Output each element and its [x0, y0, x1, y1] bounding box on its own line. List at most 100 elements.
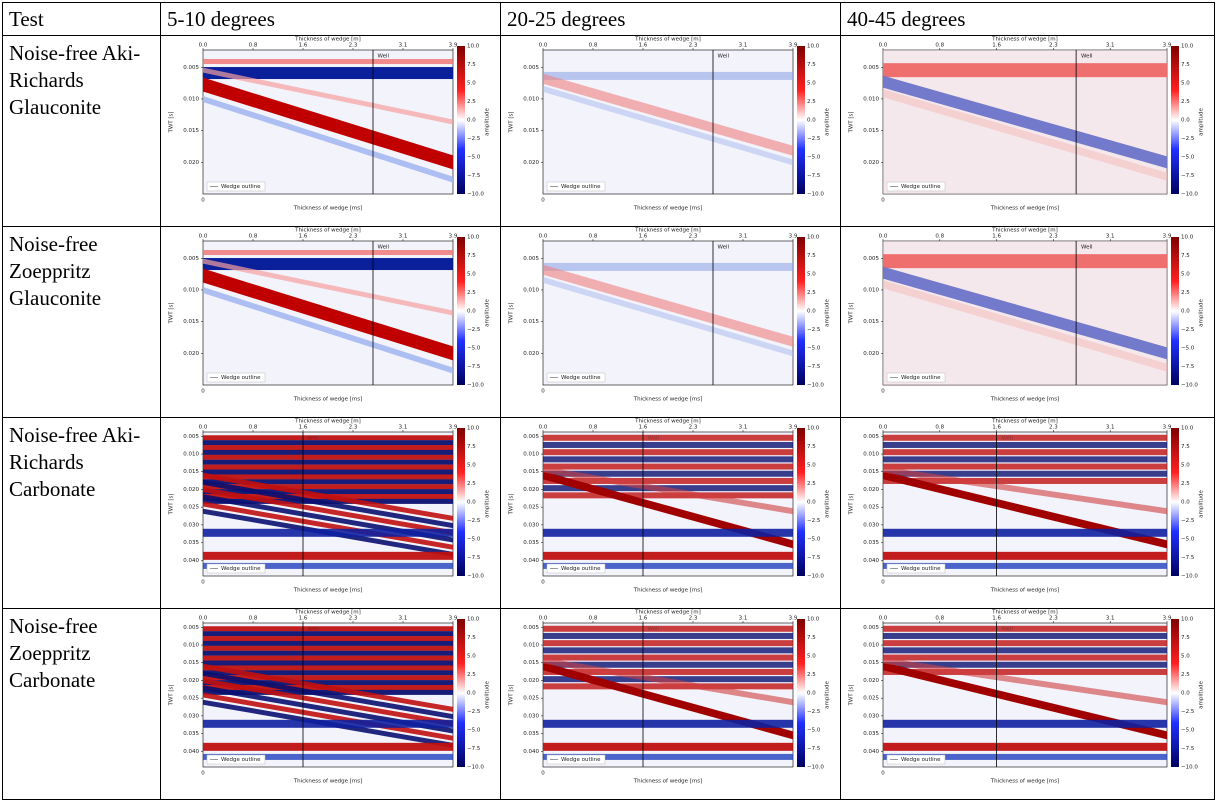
colorbar	[797, 428, 805, 576]
well-label: Well	[1001, 627, 1013, 633]
y-axis-label: TWT [s]	[509, 111, 515, 133]
y-tick-label: 0.030	[863, 713, 879, 719]
bottom-axis-label: Thickness of wedge [ms]	[293, 397, 363, 403]
top-tick-label: 2.3	[689, 616, 698, 622]
colorbar-tick-label: 7.5	[467, 635, 476, 641]
bottom-axis-label: Thickness of wedge [ms]	[990, 206, 1060, 212]
top-tick-label: 3.9	[449, 425, 458, 431]
legend-label: Wedge outline	[901, 375, 941, 381]
top-tick-label: 3.9	[789, 43, 798, 49]
colorbar-tick-label: −5.0	[807, 155, 821, 161]
bottom-tick-label: 0	[201, 198, 205, 204]
y-tick-label: 0.015	[863, 469, 879, 475]
colorbar	[797, 46, 805, 194]
top-tick-label: 0.8	[589, 425, 598, 431]
colorbar-tick-label: 2.5	[467, 672, 476, 678]
y-tick-label: 0.035	[523, 731, 539, 737]
y-tick-label: 0.040	[863, 749, 879, 755]
wedge-plot: WellThickness of wedge [m]0.00.81.62.33.…	[161, 418, 499, 598]
top-tick-label: 3.9	[449, 616, 458, 622]
legend-label: Wedge outline	[221, 566, 261, 572]
plot-cell: WellThickness of wedge [m]0.00.81.62.33.…	[841, 418, 1215, 609]
y-tick-label: 0.005	[183, 625, 199, 631]
colorbar-label: amplitude	[825, 680, 831, 708]
wedge-plot: WellThickness of wedge [m]0.00.81.62.33.…	[161, 36, 499, 216]
reflector	[883, 552, 1167, 560]
colorbar-tick-label: 0.0	[467, 691, 476, 697]
reflector	[883, 449, 1167, 455]
colorbar-tick-label: −7.5	[1181, 364, 1195, 370]
colorbar-tick-label: −5.0	[1181, 728, 1195, 734]
colorbar-tick-label: −5.0	[1181, 346, 1195, 352]
top-tick-label: 2.3	[349, 425, 358, 431]
colorbar-tick-label: −7.5	[467, 555, 481, 561]
colorbar-tick-label: 7.5	[1181, 635, 1190, 641]
y-axis-label: TWT [s]	[509, 302, 515, 324]
y-tick-label: 0.030	[523, 713, 539, 719]
plot-bg	[543, 241, 793, 385]
colorbar-tick-label: 0.0	[807, 500, 816, 506]
reflector	[203, 435, 453, 440]
tint	[883, 50, 1167, 194]
top-tick-label: 3.1	[739, 234, 748, 240]
top-tick-label: 0.0	[539, 234, 548, 240]
colorbar-tick-label: 5.0	[807, 463, 816, 469]
wedge-plot: WellThickness of wedge [m]0.00.81.62.33.…	[501, 36, 839, 216]
reflector	[203, 646, 453, 651]
top-tick-label: 0.8	[249, 234, 258, 240]
legend-label: Wedge outline	[221, 184, 261, 190]
colorbar	[457, 428, 465, 576]
top-tick-label: 0.8	[935, 234, 944, 240]
top-tick-label: 3.9	[789, 234, 798, 240]
well-label: Well	[1081, 245, 1093, 251]
y-tick-label: 0.035	[863, 731, 879, 737]
bottom-axis-label: Thickness of wedge [ms]	[990, 588, 1060, 594]
seismic	[883, 50, 1167, 194]
bottom-axis-label: Thickness of wedge [ms]	[633, 779, 703, 785]
y-tick-label: 0.010	[523, 96, 539, 102]
reflector	[203, 450, 453, 455]
reflector	[203, 440, 453, 445]
y-tick-label: 0.005	[863, 434, 879, 440]
bottom-tick-label: 0	[541, 389, 545, 395]
reflector	[883, 640, 1167, 646]
y-tick-label: 0.035	[523, 540, 539, 546]
bottom-tick-label: 0	[881, 771, 885, 777]
reflector	[203, 529, 453, 537]
colorbar-tick-label: 10.0	[807, 617, 820, 623]
reflector	[543, 442, 793, 448]
colorbar-tick-label: −10.0	[1181, 765, 1198, 771]
y-tick-label: 0.020	[863, 351, 879, 357]
colorbar-tick-label: −5.0	[1181, 155, 1195, 161]
colorbar-tick-label: 7.5	[467, 444, 476, 450]
y-tick-label: 0.025	[863, 505, 879, 511]
colorbar-tick-label: −2.5	[807, 136, 821, 142]
reflector	[203, 460, 453, 465]
colorbar-tick-label: −2.5	[467, 136, 481, 142]
colorbar	[1171, 237, 1179, 385]
y-tick-label: 0.020	[863, 678, 879, 684]
colorbar	[1171, 619, 1179, 767]
header-cell: Test	[3, 3, 161, 36]
colorbar	[457, 46, 465, 194]
y-tick-label: 0.040	[183, 749, 199, 755]
colorbar-tick-label: −10.0	[807, 574, 824, 580]
reflector	[543, 435, 793, 441]
wedge-plot: WellThickness of wedge [m]0.00.81.62.33.…	[501, 418, 839, 598]
top-tick-label: 3.1	[399, 234, 408, 240]
colorbar-label: amplitude	[485, 107, 491, 135]
plot-bg	[543, 50, 793, 194]
colorbar-tick-label: 0.0	[807, 309, 816, 315]
y-tick-label: 0.010	[863, 643, 879, 649]
reflector	[883, 626, 1167, 632]
reflector	[883, 720, 1167, 728]
y-tick-label: 0.020	[183, 487, 199, 493]
colorbar-tick-label: −2.5	[467, 518, 481, 524]
y-tick-label: 0.020	[863, 487, 879, 493]
top-tick-label: 0.0	[539, 616, 548, 622]
reflector	[203, 455, 453, 460]
legend-label: Wedge outline	[901, 566, 941, 572]
